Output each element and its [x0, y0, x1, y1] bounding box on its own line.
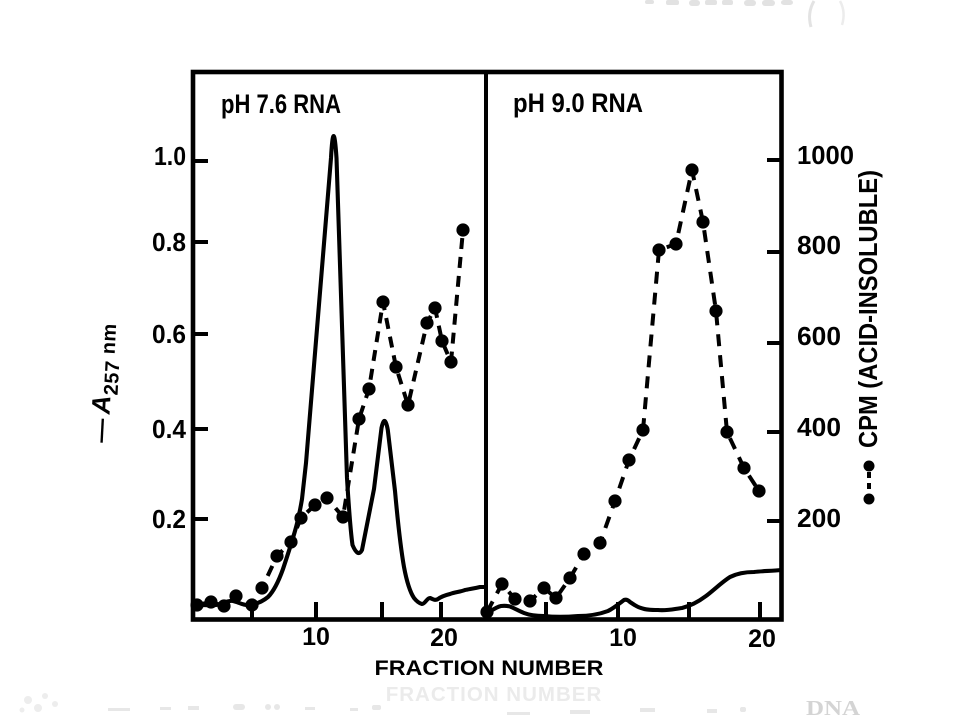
svg-text:1000: 1000	[797, 140, 854, 170]
svg-text:800: 800	[797, 230, 841, 260]
svg-text:FRACTION NUMBER: FRACTION NUMBER	[386, 683, 603, 706]
svg-text:0.6: 0.6	[152, 319, 186, 349]
svg-text:10: 10	[302, 623, 330, 651]
svg-text:10: 10	[609, 624, 637, 652]
svg-text:pH 7.6 RNA: pH 7.6 RNA	[221, 89, 341, 119]
svg-text:DNA: DNA	[806, 696, 861, 720]
svg-text:0.4: 0.4	[152, 414, 186, 444]
svg-text:20: 20	[430, 624, 458, 652]
svg-text:600: 600	[797, 321, 841, 351]
svg-text:1.0: 1.0	[154, 141, 186, 171]
svg-text:FRACTION NUMBER: FRACTION NUMBER	[375, 656, 605, 680]
svg-text:pH 9.0 RNA: pH 9.0 RNA	[513, 88, 643, 118]
svg-text:20: 20	[748, 625, 776, 653]
svg-text:400: 400	[797, 412, 841, 442]
svg-text:0.2: 0.2	[152, 504, 186, 534]
svg-text:200: 200	[797, 503, 841, 533]
svg-text:0.8: 0.8	[152, 227, 186, 257]
svg-text:CPM (ACID-INSOLUBLE): CPM (ACID-INSOLUBLE)	[853, 170, 883, 448]
